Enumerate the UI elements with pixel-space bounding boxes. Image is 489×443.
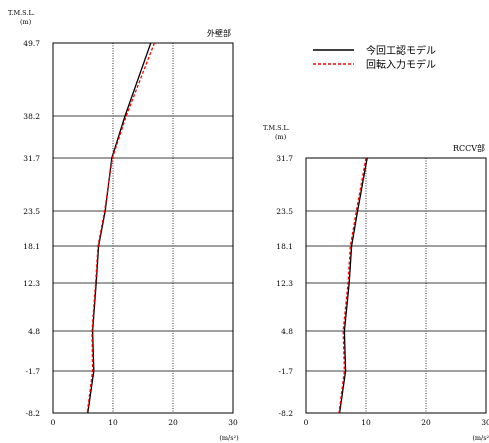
y-tick-label: 12.3 — [23, 279, 40, 288]
y-tick-label: 23.5 — [23, 207, 40, 216]
y-tick-label: 12.3 — [276, 279, 293, 288]
y-tick-label: -1.7 — [279, 367, 294, 376]
y-axis-unit: (m) — [275, 133, 287, 141]
legend-label: 回転入力モデル — [366, 58, 436, 71]
series-line-rotation-input-model — [86, 42, 156, 414]
x-tick-label: 30 — [228, 418, 238, 427]
y-tick-label: 18.1 — [23, 242, 40, 251]
y-tick-label: 49.7 — [23, 39, 40, 48]
series-line-rotation-input-model — [338, 157, 367, 414]
x-tick-label: 0 — [304, 418, 309, 427]
legend-label: 今回工認モデル — [366, 44, 436, 57]
series-line-current-model — [338, 157, 368, 414]
y-axis-label: T.M.S.L. — [8, 9, 35, 17]
x-tick-label: 20 — [168, 418, 178, 427]
x-tick-label: 20 — [421, 418, 431, 427]
series-line-current-model — [87, 42, 152, 414]
chart-outer-wall: 49.7 38.2 31.7 23.5 18.1 12.3 4.8 -1.7 -8.2 0 10 20… — [8, 9, 239, 442]
x-tick-label: 0 — [51, 418, 56, 427]
panel-title: RCCV部 — [453, 143, 485, 153]
y-axis-unit: (m) — [20, 18, 32, 26]
y-tick-label: 38.2 — [23, 112, 40, 121]
x-tick-label: 30 — [481, 418, 489, 427]
y-tick-label: 4.8 — [281, 327, 293, 336]
y-tick-label: 4.8 — [28, 327, 40, 336]
x-tick-label: 10 — [361, 418, 371, 427]
y-tick-label: -8.2 — [279, 409, 294, 418]
y-tick-label: 18.1 — [276, 242, 293, 251]
x-axis-label: (m/s²) — [219, 434, 239, 442]
y-axis-label: T.M.S.L. — [263, 124, 290, 132]
plot-frame — [305, 157, 487, 414]
y-tick-label: -1.7 — [26, 367, 41, 376]
x-tick-label: 10 — [108, 418, 118, 427]
plot-frame — [52, 42, 234, 414]
y-tick-label: 31.7 — [276, 154, 293, 163]
y-tick-label: 31.7 — [23, 154, 40, 163]
y-tick-label: -8.2 — [26, 409, 41, 418]
x-axis-label: (m/s²) — [472, 434, 489, 442]
chart-rccv: 31.7 23.5 18.1 12.3 4.8 -1.7 -8.2 0 10 20 30 T.M.S.… — [263, 124, 489, 442]
panel-title: 外壁部 — [207, 28, 231, 38]
y-tick-label: 23.5 — [276, 207, 293, 216]
